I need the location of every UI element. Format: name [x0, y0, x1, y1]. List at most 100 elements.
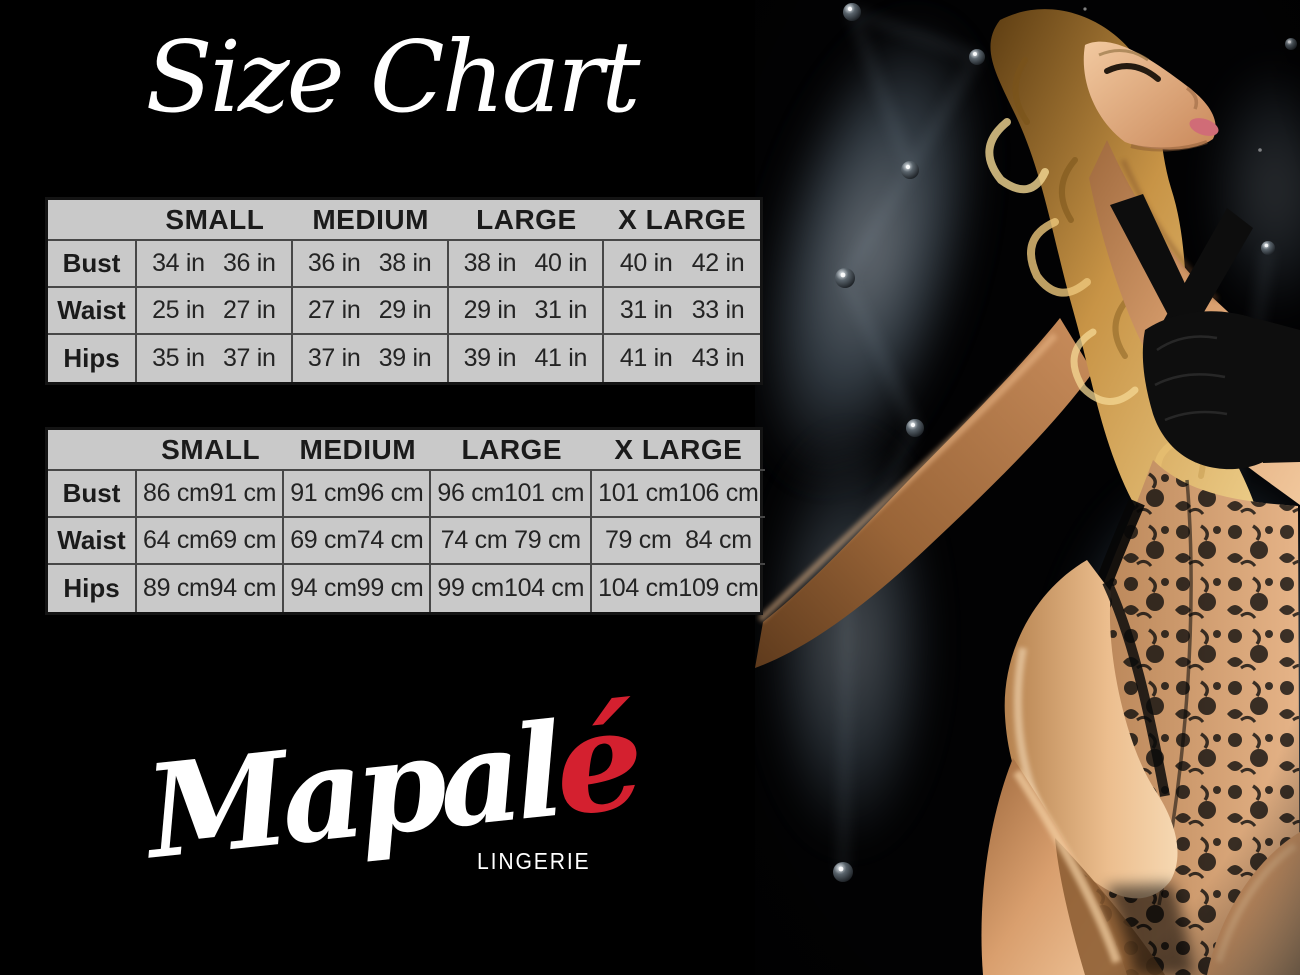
measurement-row-label: Waist — [48, 288, 137, 335]
measurement-value: 42 in — [691, 249, 745, 277]
measurement-value: 37 in — [307, 344, 361, 372]
measurement-value: 106 cm — [678, 479, 759, 507]
measurement-value: 79 cm — [514, 526, 581, 554]
size-column-header: MEDIUM — [292, 200, 449, 241]
measurement-row-label: Waist — [48, 518, 137, 565]
measurement-value: 31 in — [619, 296, 673, 324]
measurement-value: 25 in — [152, 296, 205, 324]
measurement-value: 86 cm — [143, 479, 210, 507]
model-photo — [755, 0, 1300, 975]
measurement-cell: 91 cm 96 cm — [284, 471, 432, 518]
measurement-value: 109 cm — [678, 574, 759, 602]
measurement-value: 33 in — [691, 296, 745, 324]
size-column-header: LARGE — [448, 200, 605, 241]
measurement-cell: 36 in 38 in — [292, 241, 449, 288]
measurement-cell: 86 cm 91 cm — [137, 471, 285, 518]
brand-tagline: LINGERIE — [477, 848, 591, 874]
measurement-row-label: Hips — [48, 335, 137, 382]
measurement-cell: 74 cm 79 cm — [431, 518, 593, 565]
measurement-value: 37 in — [222, 344, 276, 372]
measurement-value: 69 cm — [290, 526, 357, 554]
size-column-header: LARGE — [431, 430, 593, 471]
table-corner-cell — [48, 430, 137, 471]
measurement-cell: 31 in 33 in — [604, 288, 760, 335]
measurement-cell: 25 in 27 in — [137, 288, 293, 335]
measurement-value: 31 in — [534, 296, 588, 324]
measurement-row-label: Bust — [48, 471, 137, 518]
measurement-value: 39 in — [463, 344, 517, 372]
measurement-row-label: Hips — [48, 565, 137, 612]
measurement-value: 40 in — [619, 249, 673, 277]
measurement-cell: 99 cm 104 cm — [431, 565, 593, 612]
measurement-value: 64 cm — [143, 526, 210, 554]
measurement-value: 99 cm — [437, 574, 504, 602]
measurement-value: 84 cm — [685, 526, 752, 554]
measurement-cell: 64 cm 69 cm — [137, 518, 285, 565]
brand-wordmark: Mapalé — [0, 667, 789, 900]
size-table-centimeters: SMALL MEDIUM LARGE X LARGE Bust 86 cm 91 cm 91 … — [45, 427, 765, 615]
measurement-cell: 29 in 31 in — [448, 288, 605, 335]
measurement-cell: 89 cm 94 cm — [137, 565, 285, 612]
measurement-value: 74 cm — [440, 526, 508, 554]
measurement-value: 101 cm — [503, 479, 585, 507]
size-column-header: MEDIUM — [284, 430, 432, 471]
photo-vignette — [755, 0, 1300, 975]
size-chart-panel: Size Chart SMALL MEDIUM LARGE X LARGE Bust 34… — [0, 21, 783, 900]
measurement-value: 40 in — [534, 249, 588, 277]
measurement-value: 29 in — [463, 296, 517, 324]
size-table-inches: SMALL MEDIUM LARGE X LARGE Bust 34 in 36 in 36 … — [45, 197, 763, 385]
measurement-cell: 38 in 40 in — [448, 241, 605, 288]
brand-wordmark-accent: é — [546, 676, 645, 848]
table-corner-cell — [48, 200, 137, 241]
measurement-value: 96 cm — [356, 479, 424, 507]
size-column-header: SMALL — [137, 200, 293, 241]
measurement-value: 101 cm — [598, 479, 679, 507]
measurement-value: 39 in — [378, 344, 432, 372]
measurement-value: 69 cm — [209, 526, 277, 554]
size-column-header: X LARGE — [592, 430, 765, 471]
measurement-cell: 104 cm 109 cm — [592, 565, 764, 612]
measurement-value: 91 cm — [209, 479, 277, 507]
size-column-header: SMALL — [137, 430, 285, 471]
page-title: Size Chart — [145, 21, 640, 135]
measurement-cell: 27 in 29 in — [292, 288, 449, 335]
measurement-cell: 39 in 41 in — [449, 335, 605, 382]
measurement-value: 35 in — [152, 344, 205, 372]
measurement-cell: 94 cm 99 cm — [284, 565, 432, 612]
measurement-value: 94 cm — [290, 574, 357, 602]
measurement-cell: 34 in 36 in — [137, 241, 293, 288]
measurement-row-label: Bust — [48, 241, 137, 288]
measurement-value: 96 cm — [437, 479, 504, 507]
measurement-cell: 79 cm 84 cm — [592, 518, 765, 565]
size-column-header: X LARGE — [604, 200, 760, 241]
measurement-value: 91 cm — [290, 479, 357, 507]
measurement-value: 36 in — [222, 249, 276, 277]
measurement-value: 79 cm — [604, 526, 672, 554]
measurement-value: 94 cm — [209, 574, 277, 602]
measurement-value: 41 in — [534, 344, 588, 372]
measurement-cell: 69 cm 74 cm — [284, 518, 432, 565]
measurement-value: 41 in — [619, 344, 673, 372]
measurement-cell: 41 in 43 in — [604, 335, 760, 382]
brand-logo: Mapalé LINGERIE — [0, 677, 783, 900]
measurement-value: 27 in — [307, 296, 361, 324]
measurement-cell: 35 in 37 in — [137, 335, 293, 382]
measurement-value: 29 in — [378, 296, 432, 324]
measurement-value: 43 in — [691, 344, 745, 372]
measurement-value: 38 in — [463, 249, 517, 277]
measurement-value: 89 cm — [143, 574, 210, 602]
measurement-value: 74 cm — [356, 526, 424, 554]
measurement-cell: 96 cm 101 cm — [431, 471, 593, 518]
measurement-value: 38 in — [378, 249, 432, 277]
measurement-cell: 37 in 39 in — [293, 335, 449, 382]
measurement-value: 36 in — [307, 249, 361, 277]
measurement-value: 99 cm — [356, 574, 424, 602]
measurement-cell: 101 cm 106 cm — [592, 471, 765, 518]
measurement-value: 104 cm — [503, 574, 585, 602]
measurement-value: 27 in — [222, 296, 276, 324]
measurement-cell: 40 in 42 in — [604, 241, 760, 288]
measurement-value: 34 in — [152, 249, 205, 277]
model-photo-illustration — [755, 0, 1300, 975]
measurement-value: 104 cm — [598, 574, 679, 602]
